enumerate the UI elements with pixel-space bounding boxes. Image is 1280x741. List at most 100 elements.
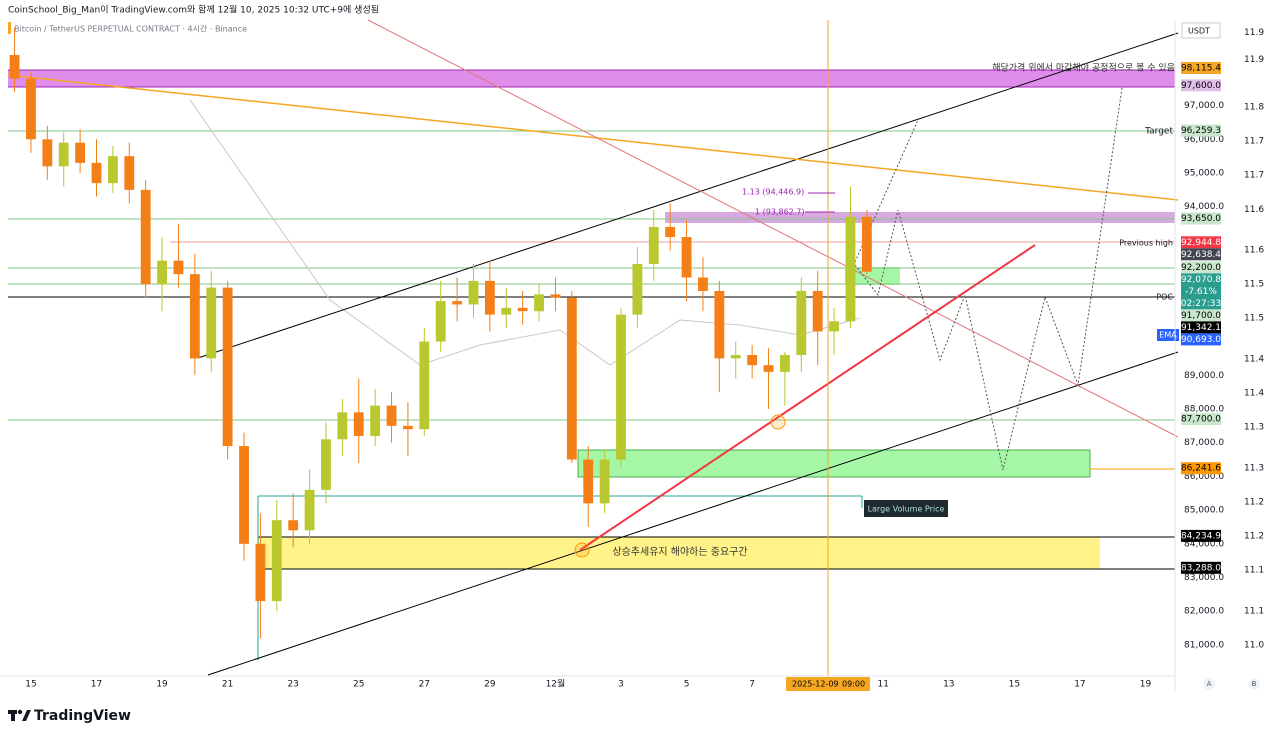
candle-body — [796, 290, 807, 356]
price-tag-label: 91,700.0 — [1181, 311, 1221, 321]
large-volume-box — [864, 500, 948, 517]
y2-tick-label: 11.7 — [1244, 137, 1264, 147]
author-line: CoinSchool_Big_Man이 TradingView.com와 함께 … — [8, 4, 379, 16]
price-tag-label: 98,115.4 — [1181, 63, 1221, 73]
y-tick-label: 82,000.0 — [1184, 607, 1224, 617]
candle-body — [845, 216, 856, 322]
volume-zone — [577, 449, 1091, 478]
y2-tick-label: 11.1 — [1244, 606, 1264, 616]
small-zone — [845, 267, 900, 285]
candle-body — [616, 314, 626, 460]
price-tag — [1181, 462, 1221, 475]
y-tick-label: 86,000.0 — [1184, 472, 1224, 482]
x-tick-label: 29 — [484, 680, 496, 690]
price-tag — [1181, 309, 1221, 322]
target-label: Target — [1144, 127, 1173, 137]
y2-tick-label: 11.9 — [1244, 28, 1264, 38]
scale-button[interactable] — [1203, 678, 1215, 690]
candle-body — [452, 301, 463, 305]
symbol-marker — [8, 22, 11, 34]
candle-body — [648, 226, 659, 265]
candle-body — [189, 274, 200, 359]
scale-button-label: B — [1252, 680, 1257, 688]
price-tag-label: 93,650.0 — [1181, 214, 1221, 224]
candle-body — [91, 162, 102, 184]
y2-tick-label: 11.8 — [1244, 103, 1264, 113]
candle-body — [370, 405, 381, 436]
y-tick-label: 83,000.0 — [1184, 573, 1224, 583]
price-tag — [1181, 79, 1221, 92]
candle-body — [140, 189, 151, 285]
y2-tick-label: 11.6 — [1244, 205, 1264, 215]
x-tick-label: 3 — [618, 680, 624, 690]
candle-body — [337, 412, 348, 440]
price-tag — [1181, 248, 1221, 261]
x-tick-label: 19 — [156, 680, 168, 690]
x-tick-label: 19 — [1140, 680, 1152, 690]
trend-line — [197, 32, 1179, 359]
ema-label: EMA — [1159, 331, 1177, 340]
logo-icon — [8, 709, 31, 721]
scale-button[interactable] — [1248, 678, 1260, 690]
price-tag-label: 96,259.3 — [1181, 126, 1221, 136]
candle-body — [730, 355, 741, 359]
scale-button-label: A — [1207, 680, 1212, 688]
candle-body — [206, 287, 217, 359]
fib-label: 1 (93,862.7) — [755, 208, 805, 217]
zones — [8, 70, 1175, 569]
crosshair-box — [786, 677, 870, 691]
fib-zone — [665, 212, 1175, 223]
price-tag — [1181, 273, 1221, 310]
y2-tick-label: 11.1 — [1244, 566, 1264, 576]
pivot-circle — [770, 414, 786, 430]
y2-tick-label: 11.3 — [1244, 423, 1264, 433]
candle-body — [353, 412, 364, 436]
candle-body — [42, 139, 53, 167]
trend-line — [7, 74, 1179, 201]
candle-body — [599, 459, 610, 504]
price-tag-label: 92,944.8 — [1181, 238, 1221, 248]
candle-body — [222, 287, 233, 447]
symbol: Bitcoin / TetherUS PERPETUAL CONTRACT · … — [14, 24, 247, 34]
resistance-zone — [8, 70, 1175, 87]
price-tag — [1181, 236, 1221, 249]
x-tick-label: 21 — [222, 680, 233, 690]
price-tag-label: 92,070.8 — [1181, 275, 1221, 285]
candle-body — [534, 294, 544, 312]
candle-body — [665, 226, 676, 238]
logo-text: TradingView — [34, 708, 131, 724]
y2-tick-label: 11.0 — [1244, 641, 1264, 651]
price-tag — [1181, 321, 1221, 334]
y-tick-label: 88,000.0 — [1184, 404, 1224, 414]
candle-body — [124, 156, 135, 190]
candle-body — [288, 520, 299, 531]
candle-body — [239, 446, 249, 544]
fib-label: 1.13 (94,446.9) — [742, 188, 804, 197]
candle-body — [435, 301, 446, 342]
candle-body — [173, 260, 184, 275]
candle-body — [58, 142, 69, 167]
y2-tick-label: 11.5 — [1244, 314, 1264, 324]
candle-body — [501, 307, 512, 315]
candle-body — [550, 294, 561, 298]
previous-high-label: Previous high — [1119, 239, 1173, 248]
price-tag — [1181, 561, 1221, 574]
candle-body — [484, 280, 495, 315]
currency-box[interactable] — [1181, 22, 1221, 39]
price-tag-label: 92,638.4 — [1181, 250, 1221, 260]
y-tick-label: 96,000.0 — [1184, 135, 1224, 145]
trend-line — [367, 19, 1179, 438]
x-tick-label: 13 — [943, 680, 954, 690]
axes: 15 17 19 21 23 25 27 29 12월 3 5 7 11 13 15 17 19 81,000.0… — [25, 28, 1264, 690]
y2-tick-label: 11.6 — [1244, 246, 1264, 256]
candle-body — [386, 405, 397, 426]
candle-body — [566, 297, 577, 460]
candle-body — [583, 459, 594, 504]
candle-body — [812, 290, 823, 332]
price-tag — [1181, 413, 1221, 426]
y2-tick-label: 11.9 — [1244, 55, 1264, 65]
pivot-circle — [574, 542, 590, 558]
